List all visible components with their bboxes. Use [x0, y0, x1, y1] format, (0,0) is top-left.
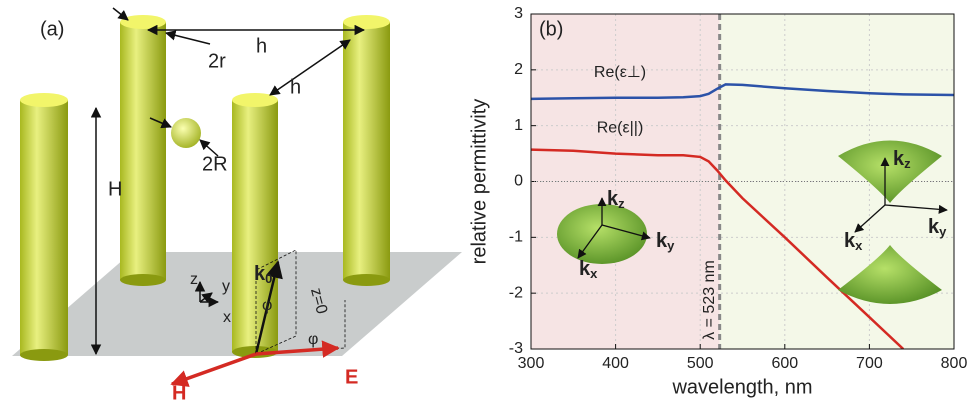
y-tick-label: 3 [514, 5, 523, 22]
x-tick-label: 600 [771, 355, 798, 372]
cylinder [232, 93, 278, 358]
k-sub: 0 [265, 271, 272, 286]
y-axis-label: relative permittivity [468, 99, 490, 265]
label-h: h [256, 35, 267, 57]
label-E-field: E [345, 366, 358, 388]
label-phi: φ [308, 331, 318, 348]
cylinder [343, 15, 390, 286]
series-label: Re(ε||) [597, 120, 644, 137]
panel-a: (a) h h 2r 2R H k0 φ φ z=0 x y z H E [12, 8, 462, 403]
label-2R: 2R [202, 153, 228, 175]
k-sub: x [590, 266, 598, 281]
cylinder [120, 15, 166, 286]
panel-label: (b) [539, 18, 563, 40]
label-phi: φ [262, 297, 272, 314]
y-tick-label: 2 [514, 61, 523, 78]
label-2r: 2r [208, 50, 226, 72]
y-tick-label: -3 [509, 340, 523, 357]
y-tick-label: -2 [509, 284, 523, 301]
figure: (a) h h 2r 2R H k0 φ φ z=0 x y z H E 300… [0, 0, 977, 403]
k-sub: x [855, 238, 863, 253]
y-tick-label: -1 [509, 229, 523, 246]
x-tick-label: 800 [941, 355, 968, 372]
x-tick-label: 400 [602, 355, 629, 372]
k-sub: z [904, 156, 911, 171]
series-label: Re(ε⊥) [594, 64, 646, 81]
axis-x: x [223, 309, 231, 326]
x-tick-label: 300 [518, 355, 545, 372]
annotation-label: λ = 523 nm [701, 260, 718, 340]
y-tick-label: 0 [514, 173, 523, 190]
label-H: H [108, 178, 122, 200]
k-sub: y [939, 224, 947, 239]
cylinder [20, 93, 68, 361]
x-axis-label: wavelength, nm [671, 376, 812, 398]
panel-label: (a) [40, 18, 64, 40]
label-h: h [290, 76, 301, 98]
label-H-field: H [172, 382, 186, 403]
axis-z: z [190, 271, 198, 288]
x-tick-label: 700 [856, 355, 883, 372]
sphere [171, 118, 201, 148]
k-sub: z [618, 196, 625, 211]
k-sub: y [667, 238, 675, 253]
x-tick-label: 500 [687, 355, 714, 372]
axis-y: y [222, 278, 230, 295]
panel-b: 300 400 500 600 700 800 -3 -2 -1 0 1 2 3 λ = 523 nm Re… [468, 5, 967, 398]
y-tick-label: 1 [514, 117, 523, 134]
